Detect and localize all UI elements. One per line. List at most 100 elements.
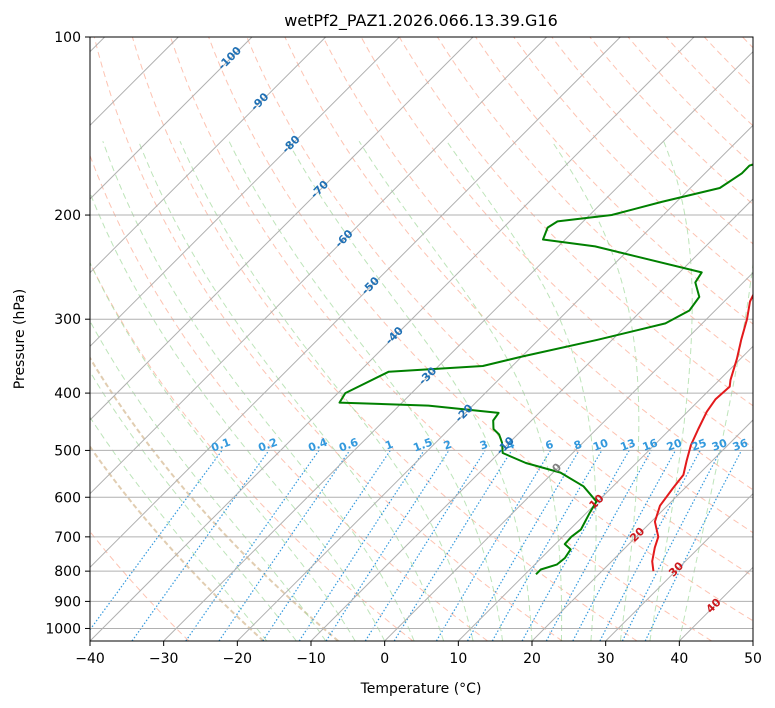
y-tick-label: 300 — [54, 312, 81, 328]
dry-adiabat — [513, 37, 753, 285]
y-axis-label: Pressure (hPa) — [12, 289, 28, 389]
mixing-ratio-label: 25 — [690, 436, 709, 453]
x-tick-label: 10 — [449, 651, 467, 667]
isotherm — [90, 37, 474, 421]
mixing-ratio-label: 36 — [731, 436, 750, 454]
plot-frame — [89, 36, 754, 642]
mixing-ratio-label: 30 — [710, 436, 729, 454]
isotherm-label: -100 — [215, 44, 244, 73]
mixing-ratio-label: 6 — [544, 438, 556, 453]
x-tick-label: −10 — [296, 651, 326, 667]
x-tick-label: 30 — [597, 651, 615, 667]
mixing-ratio-line — [491, 450, 603, 641]
y-tick-label: 400 — [54, 386, 81, 402]
dry-adiabat — [90, 261, 414, 641]
mixing-ratio-line — [262, 450, 391, 641]
mixing-ratio-label: 8 — [572, 438, 584, 453]
x-tick-label: 0 — [380, 651, 389, 667]
mixing-ratio-line — [185, 450, 320, 641]
moist-adiabat — [446, 140, 597, 641]
isotherm — [90, 37, 327, 274]
mixing-ratio-line — [621, 450, 722, 641]
dewpoint-profile — [338, 163, 753, 576]
y-tick-label: 500 — [54, 443, 81, 459]
mixing-ratio-label: 2 — [442, 438, 454, 453]
x-tick-label: −40 — [75, 651, 105, 667]
mixing-ratio-line — [131, 450, 270, 641]
moist-adiabat — [138, 141, 445, 641]
mixing-ratio-line — [572, 450, 677, 641]
y-tick-label: 200 — [54, 208, 81, 224]
mixing-ratio-label: 3 — [478, 438, 490, 453]
x-axis-label: Temperature (°C) — [360, 681, 482, 697]
y-tick-label: 700 — [54, 530, 81, 546]
moist-adiabat — [90, 261, 356, 641]
isotherm-label: -50 — [359, 274, 382, 297]
y-tick-label: 900 — [54, 594, 81, 610]
mixing-ratio-label: 10 — [591, 436, 610, 454]
isotherm-label: -90 — [248, 90, 271, 113]
x-tick-label: 40 — [670, 651, 688, 667]
y-tick-label: 800 — [54, 564, 81, 580]
mixing-ratio-line — [218, 450, 351, 641]
dry-adiabat — [246, 37, 753, 577]
isotherm — [90, 37, 621, 569]
mixing-ratio-label: 1 — [383, 438, 395, 453]
chart-title: wetPf2_PAZ1.2026.066.13.39.G16 — [284, 11, 558, 31]
mixing-ratio-label: 0.1 — [210, 436, 233, 455]
isotherm — [384, 271, 753, 641]
isotherm — [163, 50, 753, 641]
dry-adiabat — [742, 37, 753, 49]
mixing-ratio-label: 0.2 — [256, 436, 279, 455]
isotherm-label: -30 — [416, 364, 439, 387]
dry-adiabat — [90, 530, 190, 641]
mixing-ratio-line — [90, 450, 223, 631]
x-tick-label: 20 — [523, 651, 541, 667]
moist-adiabats — [90, 140, 753, 641]
mixing-ratio-label: 1.5 — [412, 436, 435, 455]
mixing-ratio-lines — [90, 450, 743, 641]
dry-adiabat — [131, 37, 638, 641]
x-tick-label: −20 — [223, 651, 253, 667]
isotherm — [752, 640, 753, 641]
temperature-profile — [651, 293, 753, 572]
isotherm — [90, 37, 695, 641]
dry-adiabat — [703, 37, 753, 88]
isotherm — [90, 37, 253, 200]
mixing-ratio-line — [644, 450, 743, 641]
mixing-ratio-label: 16 — [641, 436, 660, 454]
line-labels: 0.1 0.2 0.4 0.6 1 1.5 2 3 4 6 8 10 13 16 20 25 30 36-100-… — [210, 44, 751, 616]
dry-adiabat — [436, 37, 753, 366]
moist-adiabat — [90, 370, 297, 641]
isotherm-label: -80 — [279, 133, 302, 156]
isotherm — [678, 566, 753, 641]
dry-adiabat — [170, 37, 712, 641]
mixing-ratio-label: 13 — [619, 436, 638, 453]
moist-adiabat — [358, 140, 563, 641]
profile-lines — [338, 163, 753, 576]
mixing-ratio-line — [466, 450, 580, 641]
isotherm — [457, 345, 753, 641]
dry-adiabat — [90, 154, 488, 641]
y-tick-label: 100 — [54, 30, 81, 46]
dry-adiabat — [90, 356, 339, 641]
dry-adiabat — [475, 37, 753, 325]
mixing-ratio-line — [298, 450, 425, 641]
mixing-ratio-label: 4 — [505, 438, 517, 453]
isotherm — [236, 124, 753, 641]
dry-adiabat — [627, 37, 753, 166]
isotherm-label: -20 — [453, 401, 476, 424]
isotherm — [531, 419, 753, 641]
mixing-ratio-line — [521, 450, 630, 641]
mixing-ratio-label: 0.6 — [337, 436, 360, 455]
x-axis: −40 −30 −20 −10 0 10 20 30 40 50 — [75, 641, 762, 667]
x-tick-label: 50 — [744, 651, 762, 667]
isobar-grid — [90, 37, 753, 629]
isotherm — [310, 198, 753, 641]
y-tick-label: 1000 — [45, 621, 81, 637]
dry-adiabat — [322, 37, 753, 491]
dry-adiabat — [665, 37, 753, 127]
mixing-ratio-label: 20 — [665, 436, 684, 454]
isotherm-label: 20 — [627, 524, 647, 544]
isotherm-lines — [90, 37, 753, 641]
